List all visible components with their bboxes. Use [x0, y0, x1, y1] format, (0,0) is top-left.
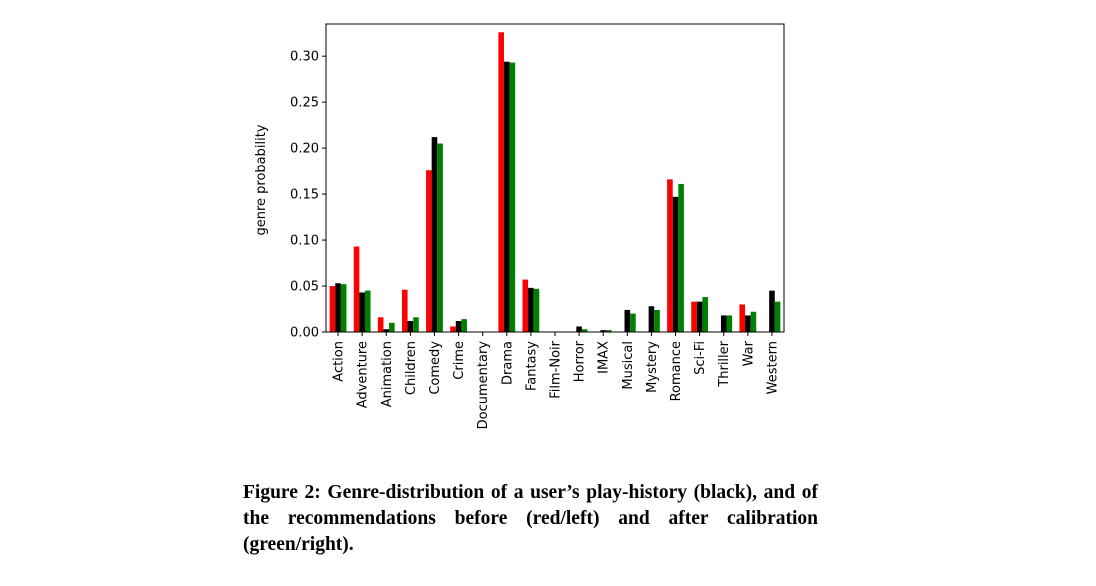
x-tick-label-thriller: Thriller [717, 340, 732, 387]
bar-thriller-1 [720, 315, 727, 332]
bar-crime-0 [450, 326, 456, 332]
bar-romance-1 [672, 196, 679, 332]
bar-western-1 [769, 290, 775, 332]
bar-sci-fi-2 [702, 297, 709, 332]
bar-adventure-1 [359, 292, 365, 332]
bar-mystery-1 [648, 306, 655, 332]
bar-crime-1 [455, 320, 462, 332]
plot-frame [325, 23, 785, 333]
x-tick-label-documentary: Documentary [476, 341, 491, 430]
y-tick-label: 0.30 [290, 50, 319, 65]
bar-fantasy-2 [533, 288, 540, 332]
x-tick-label-romance: Romance [669, 341, 684, 401]
bar-action-1 [335, 283, 341, 332]
y-tick-label: 0.15 [290, 188, 319, 203]
bar-imax-1 [600, 330, 607, 332]
x-tick-label-comedy: Comedy [428, 341, 443, 395]
bar-action-0 [329, 286, 336, 332]
x-tick-label-imax: IMAX [597, 341, 612, 374]
x-tick-label-crime: Crime [452, 341, 467, 380]
bar-war-2 [750, 311, 757, 332]
bar-action-2 [340, 284, 347, 332]
bar-comedy-1 [431, 137, 438, 332]
bar-western-2 [774, 301, 781, 332]
bar-musical-2 [630, 313, 636, 332]
x-tick-label-fantasy: Fantasy [524, 341, 539, 391]
bar-sci-fi-0 [691, 301, 697, 332]
bar-children-1 [407, 320, 414, 332]
bar-fantasy-0 [522, 279, 529, 332]
bar-comedy-0 [426, 170, 432, 332]
bar-drama-1 [503, 61, 510, 332]
y-tick-label: 0.00 [290, 326, 319, 341]
x-tick-label-musical: Musical [621, 341, 636, 390]
x-tick-label-horror: Horror [573, 340, 588, 382]
bar-fantasy-1 [528, 287, 534, 332]
y-tick-label: 0.10 [290, 234, 319, 249]
y-tick-label: 0.20 [290, 142, 319, 157]
bar-drama-0 [498, 32, 504, 333]
bar-comedy-2 [437, 143, 443, 332]
bar-war-1 [745, 315, 751, 332]
bar-war-0 [739, 304, 746, 332]
bar-adventure-0 [353, 246, 360, 332]
x-tick-label-children: Children [404, 341, 419, 395]
x-tick-label-sci-fi: Sci-Fi [693, 341, 708, 375]
y-tick-label: 0.25 [290, 96, 319, 111]
bar-animation-0 [377, 317, 384, 332]
bar-animation-1 [383, 329, 390, 332]
figure-caption: Figure 2: Genre-distribution of a user’s… [243, 482, 818, 555]
x-tick-label-mystery: Mystery [645, 341, 660, 393]
bar-children-0 [401, 289, 408, 332]
bar-crime-2 [461, 319, 467, 332]
bar-drama-2 [509, 62, 516, 333]
y-axis: 0.00 0.05 0.10 0.15 0.20 0.25 0.30 [290, 50, 326, 341]
y-tick-label: 0.05 [290, 280, 319, 295]
bar-imax-2 [606, 330, 612, 332]
bar-animation-2 [389, 322, 395, 332]
bar-mystery-2 [654, 309, 660, 332]
x-tick-label-war: War [741, 340, 756, 366]
x-tick-label-action: Action [332, 341, 347, 382]
bar-musical-1 [624, 309, 631, 332]
x-tick-label-animation: Animation [380, 341, 395, 407]
bars-group [329, 32, 781, 333]
y-axis-label: genre probability [254, 124, 269, 235]
x-tick-label-western: Western [765, 341, 780, 394]
bar-adventure-2 [364, 290, 371, 332]
bar-thriller-2 [726, 315, 733, 332]
bar-sci-fi-1 [696, 301, 703, 332]
x-tick-label-film-noir: Film-Noir [549, 340, 564, 398]
bar-children-2 [413, 317, 419, 332]
bar-horror-1 [576, 326, 582, 332]
x-axis: Action Adventure Animation Children Comedy Cr… [332, 332, 780, 430]
bar-romance-2 [678, 183, 684, 332]
bar-horror-2 [581, 329, 588, 332]
genre-bar-chart: 0.00 0.05 0.10 0.15 0.20 0.25 0.30 Action Adven… [254, 23, 785, 430]
x-tick-label-adventure: Adventure [356, 341, 371, 408]
bar-romance-0 [667, 179, 673, 332]
x-tick-label-drama: Drama [500, 341, 515, 385]
